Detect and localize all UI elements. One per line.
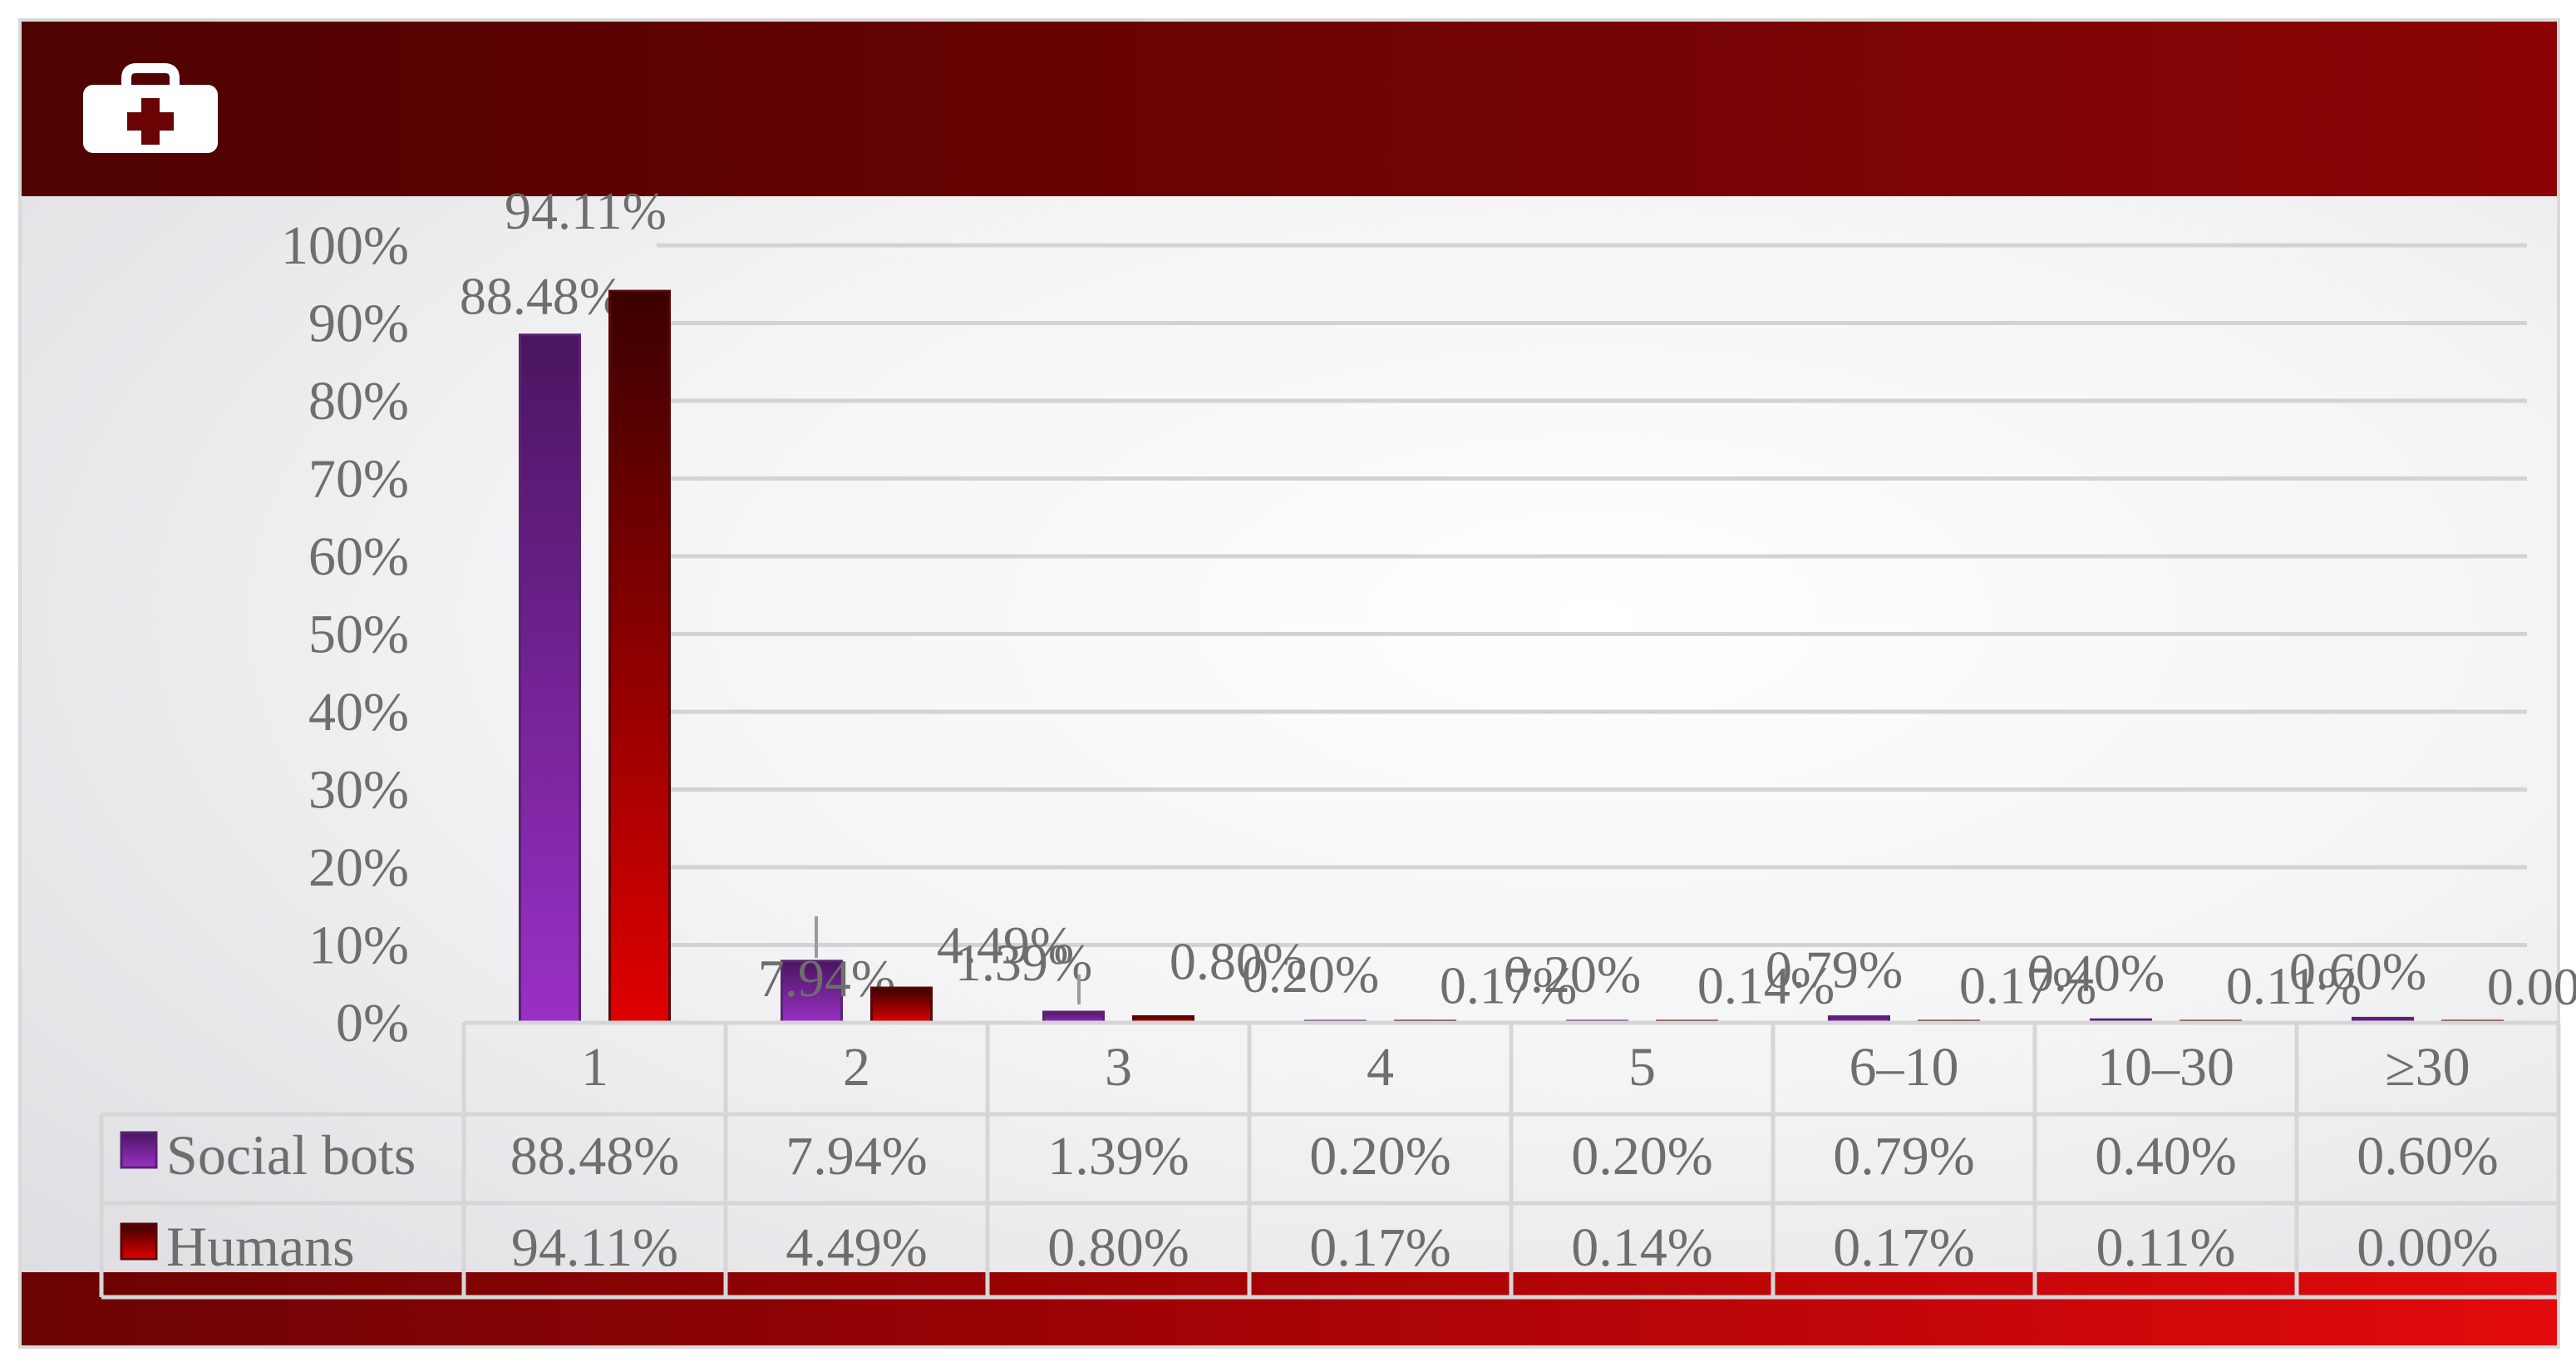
data-label: 0.17% [1959,955,2096,1014]
legend-swatch-social-bots [120,1131,158,1169]
table-cell: 1.39% [1047,1126,1189,1187]
data-label: 0.79% [1766,940,1903,999]
data-label: 0.60% [2289,941,2426,1000]
legend-swatch-humans [120,1222,158,1261]
bar-humans-0 [608,289,671,1024]
data-label: 1.39% [955,933,1092,992]
data-label: 0.14% [1697,956,1835,1015]
data-label: 0.17% [1440,955,1577,1014]
y-tick-label: 10% [308,915,409,976]
x-category-label: 2 [843,1037,870,1098]
table-cell: 0.14% [1571,1217,1712,1278]
y-tick-label: 70% [308,449,409,510]
data-label: 0.20% [1242,945,1379,1004]
data-label: 88.48% [460,267,623,326]
legend-label: Social bots [166,1123,416,1187]
first-aid-kit-icon [83,63,218,153]
table-cell: 0.17% [1309,1217,1451,1278]
data-label: 0.00% [2487,957,2576,1016]
bar-social-bots-0 [519,333,581,1024]
legend-label: Humans [166,1215,355,1278]
table-cell: 7.94% [786,1126,927,1187]
footer-band [22,1272,2557,1345]
table-cell: 88.48% [510,1126,679,1187]
y-tick-label: 0% [336,993,409,1054]
x-category-label: 10–30 [2097,1037,2234,1098]
table-cell: 0.17% [1833,1217,1974,1278]
y-tick-label: 40% [308,682,409,743]
table-cell: 0.11% [2096,1217,2235,1278]
table-cell: 0.80% [1047,1217,1189,1278]
x-category-label: 5 [1628,1037,1656,1098]
table-cell: 0.00% [2357,1217,2498,1278]
table-cell: 0.20% [1571,1126,1712,1187]
bar-humans-1 [870,986,933,1024]
table-cell: 0.40% [2095,1126,2236,1187]
table-cell: 4.49% [786,1217,927,1278]
y-tick-label: 30% [308,760,409,821]
y-tick-label: 20% [308,837,409,898]
table-cell: 0.60% [2357,1126,2498,1187]
table-cell: 0.20% [1309,1126,1451,1187]
table-cell: 0.79% [1833,1126,1974,1187]
y-tick-label: 50% [308,605,409,665]
x-category-label: 6–10 [1849,1037,1959,1098]
chart-frame [18,18,2560,1349]
x-category-label: ≥30 [2385,1037,2470,1098]
x-category-label: 4 [1367,1037,1394,1098]
data-label: 0.11% [2226,956,2362,1015]
table-cell: 94.11% [511,1217,678,1278]
y-tick-label: 60% [308,526,409,587]
data-label: 0.80% [1170,932,1307,991]
y-tick-label: 80% [308,371,409,432]
x-category-label: 3 [1105,1037,1132,1098]
data-label: 94.11% [505,181,667,240]
data-label: 4.49% [937,915,1074,975]
header-band [22,22,2557,196]
y-tick-label: 90% [308,294,409,354]
data-label: 0.20% [1504,945,1641,1004]
y-tick-label: 100% [281,215,409,276]
data-label: 0.40% [2027,943,2165,1002]
x-category-label: 1 [581,1037,608,1098]
